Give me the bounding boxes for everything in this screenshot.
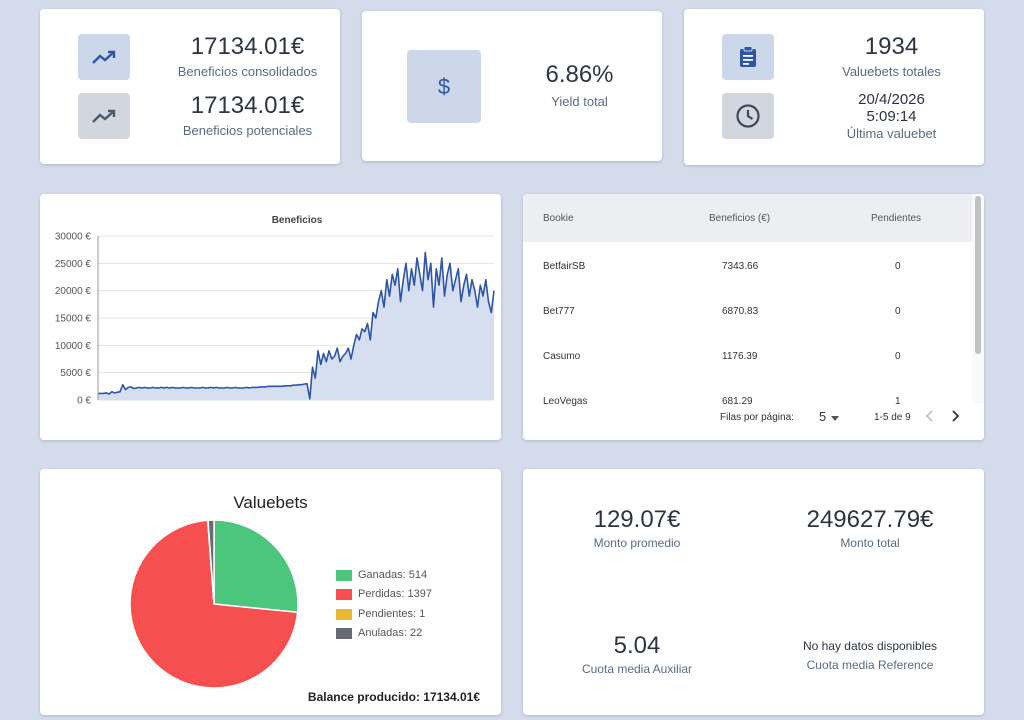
cell-profit: 6870.83: [722, 306, 759, 317]
y-tick-label: 25000 €: [55, 259, 92, 270]
profit-area: [98, 252, 494, 400]
trending-up-icon: [78, 93, 130, 139]
consolidated-profit-value: 17134.01€: [190, 33, 305, 60]
cell-profit: 681.29: [722, 396, 753, 407]
legend-swatch-void: [336, 628, 352, 639]
profit-chart: Beneficios 0 € 5000 € 10000 € 15000 € 20000 €…: [55, 215, 495, 407]
dollar-icon: $: [407, 50, 481, 123]
legend-label: Ganadas: 514: [358, 569, 428, 581]
rows-per-page-select[interactable]: 5: [817, 408, 847, 426]
y-tick-label: 30000 €: [55, 232, 92, 243]
table-scrollbar-thumb[interactable]: [975, 196, 981, 354]
amounts-card: 129.07€ Monto promedio 249627.79€ Monto …: [523, 469, 984, 715]
table-scrollbar[interactable]: [972, 194, 984, 404]
yield-label: Yield total: [551, 94, 608, 109]
legend-swatch-lost: [336, 589, 352, 600]
chevron-down-icon: [831, 416, 839, 421]
chevron-left-icon: [925, 410, 933, 422]
pie-slice-void[interactable]: [207, 519, 215, 605]
potential-profit-value: 17134.01€: [190, 92, 305, 119]
avg-odds-ref-label: Cuota media Reference: [806, 658, 934, 672]
cell-bookie: LeoVegas: [543, 396, 588, 407]
legend-label: Anuladas: 22: [358, 627, 423, 639]
avg-amount-value: 129.07€: [593, 506, 681, 533]
yield-value: 6.86%: [545, 61, 614, 88]
profit-chart-card: Beneficios 0 € 5000 € 10000 € 15000 € 20000 €…: [40, 194, 501, 440]
pie-chart-title: Valuebets: [233, 493, 308, 512]
avg-odds-aux-label: Cuota media Auxiliar: [581, 662, 693, 676]
trending-up-icon: [78, 34, 130, 80]
pie-slice-lost[interactable]: [129, 519, 299, 689]
chart-title: Beneficios: [272, 215, 323, 226]
profit-line: [98, 251, 495, 400]
dollar-glyph: $: [437, 73, 451, 99]
y-tick-label: 15000 €: [55, 314, 92, 325]
rows-per-page-label: Filas por página:: [720, 412, 794, 423]
avg-amount-label: Monto promedio: [593, 536, 681, 550]
cell-bookie: BetfairSB: [543, 261, 586, 272]
header-pending[interactable]: Pendientes: [871, 213, 922, 224]
cell-pending: 0: [895, 261, 901, 272]
y-tick-label: 20000 €: [55, 286, 92, 297]
last-valuebet-date: 20/4/2026: [858, 91, 925, 108]
legend-swatch-pending: [336, 609, 352, 620]
header-profit[interactable]: Beneficios (€): [709, 213, 771, 224]
cell-pending: 0: [895, 351, 901, 362]
balance-label: Balance producido: 17134.01€: [307, 690, 480, 704]
consolidated-profit-label: Beneficios consolidados: [177, 64, 318, 79]
valuebets-total-label: Valuebets totales: [842, 64, 941, 79]
next-page-button[interactable]: [947, 407, 963, 425]
y-tick-label: 5000 €: [60, 368, 91, 379]
cell-pending: 0: [895, 306, 901, 317]
cell-bookie: Bet777: [543, 306, 575, 317]
y-tick-label: 10000 €: [55, 341, 92, 352]
cell-pending: 1: [895, 396, 901, 407]
pie-slice-won[interactable]: [213, 519, 299, 614]
rows-per-page-value: 5: [819, 409, 827, 424]
total-amount-label: Monto total: [840, 536, 900, 550]
chevron-right-icon: [952, 410, 960, 422]
avg-odds-ref-value: No hay datos disponibles: [802, 639, 938, 653]
last-valuebet-label: Última valuebet: [846, 126, 937, 141]
cell-profit: 7343.66: [722, 261, 759, 272]
pagination-range: 1-5 de 9: [874, 412, 911, 423]
table-header: Bookie Beneficios (€) Pendientes: [523, 194, 973, 242]
total-amount-value: 249627.79€: [806, 506, 934, 533]
valuebets-pie-card: Valuebets Ganadas: 514 Perdidas: 1397 Pe…: [40, 469, 501, 715]
profit-card: 17134.01€ Beneficios consolidados 17134.…: [40, 9, 340, 164]
avg-odds-aux-value: 5.04: [613, 632, 661, 659]
yield-card: $ 6.86% Yield total: [362, 11, 662, 161]
bookies-table-card: Bookie Beneficios (€) Pendientes Betfair…: [523, 194, 984, 440]
legend-label: Pendientes: 1: [358, 608, 426, 620]
potential-profit-label: Beneficios potenciales: [182, 123, 313, 138]
y-tick-label: 0 €: [77, 396, 91, 407]
clock-icon: [722, 93, 774, 139]
legend-swatch-won: [336, 570, 352, 581]
valuebets-pie-chart: [129, 519, 299, 689]
last-valuebet-time: 5:09:14: [866, 108, 917, 125]
cell-profit: 1176.39: [722, 351, 758, 362]
clipboard-icon: [722, 34, 774, 80]
header-bookie[interactable]: Bookie: [543, 213, 574, 224]
cell-bookie: Casumo: [543, 351, 581, 362]
valuebets-card: 1934 Valuebets totales 20/4/2026 5:09:14…: [684, 9, 984, 165]
previous-page-button[interactable]: [922, 407, 938, 425]
legend-label: Perdidas: 1397: [358, 588, 432, 600]
valuebets-total-value: 1934: [864, 33, 919, 60]
table-pagination: Filas por página: 5 1-5 de 9: [703, 404, 984, 440]
